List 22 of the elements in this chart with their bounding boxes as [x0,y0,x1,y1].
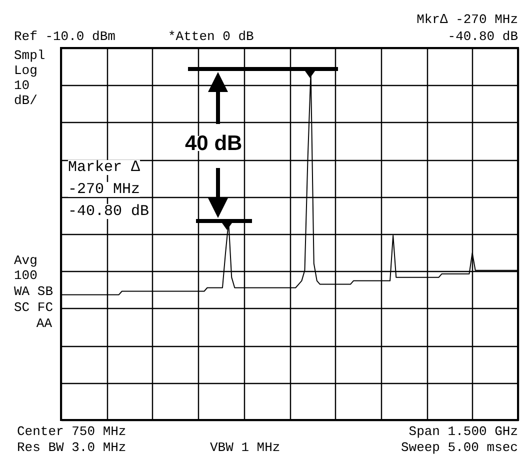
text: 10 [14,78,30,93]
text: Res BW 3.0 MHz [17,440,126,455]
text: *Atten 0 dB [168,29,254,44]
text: Smpl [14,48,46,63]
annotation: -270 MHz [68,181,140,198]
text: Span 1.500 GHz [408,424,518,439]
text: Avg [14,253,38,268]
annotation: -40.80 dB [68,203,150,220]
text: Sweep 5.00 msec [400,440,518,455]
text: Center 750 MHz [17,424,126,439]
text: VBW 1 MHz [210,440,280,455]
text: WA SB [14,284,54,299]
annotation: Marker ∆ [68,159,140,176]
text: dB/ [14,93,38,108]
text: -40.80 dB [448,29,518,44]
text: AA [36,316,52,331]
text: Log [14,63,38,78]
text: 100 [14,268,38,283]
text: Mkr∆ -270 MHz [416,12,518,27]
text: SC FC [14,300,54,315]
text: Ref -10.0 dBm [14,29,116,44]
annotation: 40 dB [185,132,242,155]
